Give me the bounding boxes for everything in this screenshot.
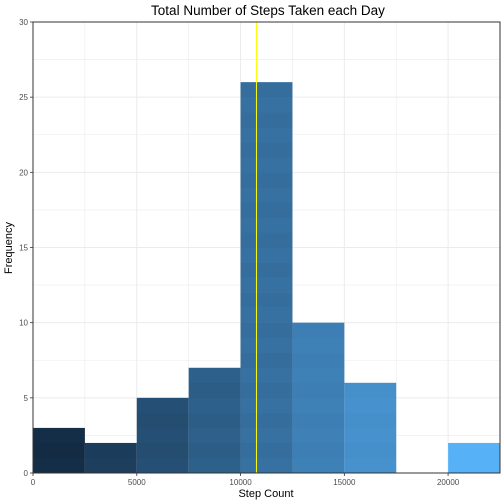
histogram-bar xyxy=(136,397,189,474)
bar-unit xyxy=(188,397,241,414)
bar-unit xyxy=(240,442,293,459)
bar-unit xyxy=(240,157,293,173)
bar-unit xyxy=(84,457,137,474)
bar-unit xyxy=(188,442,241,459)
y-tick-label: 5 xyxy=(24,394,29,403)
histogram-bar xyxy=(188,367,241,474)
y-tick-label: 15 xyxy=(19,244,28,253)
histogram-bar xyxy=(33,427,85,474)
histogram-bar xyxy=(344,382,397,474)
bar-unit xyxy=(292,397,345,414)
bar-unit xyxy=(240,457,293,474)
chart-title: Total Number of Steps Taken each Day xyxy=(151,3,385,18)
y-tick-label: 0 xyxy=(24,469,29,478)
bar-unit xyxy=(188,427,241,444)
bar-unit xyxy=(33,427,85,444)
bar-unit xyxy=(240,337,293,354)
bar-unit xyxy=(344,382,397,399)
bar-unit xyxy=(292,412,345,429)
bar-unit xyxy=(136,457,189,474)
bar-unit xyxy=(448,442,500,459)
bar-unit xyxy=(33,457,85,474)
bar-unit xyxy=(344,397,397,414)
bar-unit xyxy=(344,457,397,474)
x-tick-label: 5000 xyxy=(128,478,146,487)
bar-unit xyxy=(240,142,293,158)
bar-unit xyxy=(240,97,293,113)
bar-unit xyxy=(188,457,241,474)
bar-unit xyxy=(292,367,345,384)
bar-unit xyxy=(136,412,189,429)
bar-unit xyxy=(188,367,241,384)
bar-unit xyxy=(240,187,293,203)
bar-unit xyxy=(240,262,293,278)
bar-unit xyxy=(292,337,345,354)
bar-unit xyxy=(33,442,85,459)
y-axis-ticks: 0 5 10 15 20 25 30 xyxy=(19,18,33,478)
bar-unit xyxy=(344,412,397,429)
x-tick-label: 20000 xyxy=(437,478,460,487)
bar-unit xyxy=(292,382,345,399)
bar-unit xyxy=(240,292,293,308)
bar-unit xyxy=(292,352,345,369)
bar-unit xyxy=(240,412,293,429)
bar-unit xyxy=(292,442,345,459)
x-axis-title: Step Count xyxy=(238,488,293,500)
bar-unit xyxy=(188,412,241,429)
bar-unit xyxy=(240,352,293,369)
bar-unit xyxy=(344,442,397,459)
bar-unit xyxy=(240,172,293,188)
bar-unit xyxy=(240,307,293,323)
y-tick-label: 10 xyxy=(19,319,28,328)
bar-unit xyxy=(240,367,293,384)
x-tick-label: 0 xyxy=(31,478,36,487)
bar-unit xyxy=(240,397,293,414)
bar-unit xyxy=(448,457,500,474)
bar-unit xyxy=(240,232,293,248)
x-axis-ticks: 0 5000 10000 15000 20000 xyxy=(31,473,460,487)
bar-unit xyxy=(240,82,293,98)
y-axis-title: Frequency xyxy=(3,222,15,274)
bar-unit xyxy=(136,442,189,459)
bar-unit xyxy=(240,217,293,233)
y-tick-label: 20 xyxy=(19,168,28,177)
bar-unit xyxy=(240,427,293,444)
bar-unit xyxy=(240,277,293,293)
bar-unit xyxy=(344,427,397,444)
y-tick-label: 30 xyxy=(19,18,28,27)
bar-unit xyxy=(188,382,241,399)
bar-unit xyxy=(292,427,345,444)
bar-unit xyxy=(84,442,137,459)
bar-unit xyxy=(136,427,189,444)
bar-unit xyxy=(240,127,293,143)
bar-unit xyxy=(240,382,293,399)
histogram-bar xyxy=(448,442,500,474)
histogram-bar xyxy=(84,442,137,474)
bar-unit xyxy=(240,202,293,218)
bar-unit xyxy=(240,322,293,338)
x-tick-label: 10000 xyxy=(229,478,252,487)
y-tick-label: 25 xyxy=(19,93,28,102)
histogram-bar xyxy=(240,82,293,474)
bar-unit xyxy=(240,247,293,263)
bars xyxy=(33,82,500,474)
bar-unit xyxy=(136,397,189,414)
histogram-bar xyxy=(292,322,345,474)
bar-unit xyxy=(240,112,293,128)
bar-unit xyxy=(292,322,345,338)
x-tick-label: 15000 xyxy=(333,478,356,487)
bar-unit xyxy=(292,457,345,474)
